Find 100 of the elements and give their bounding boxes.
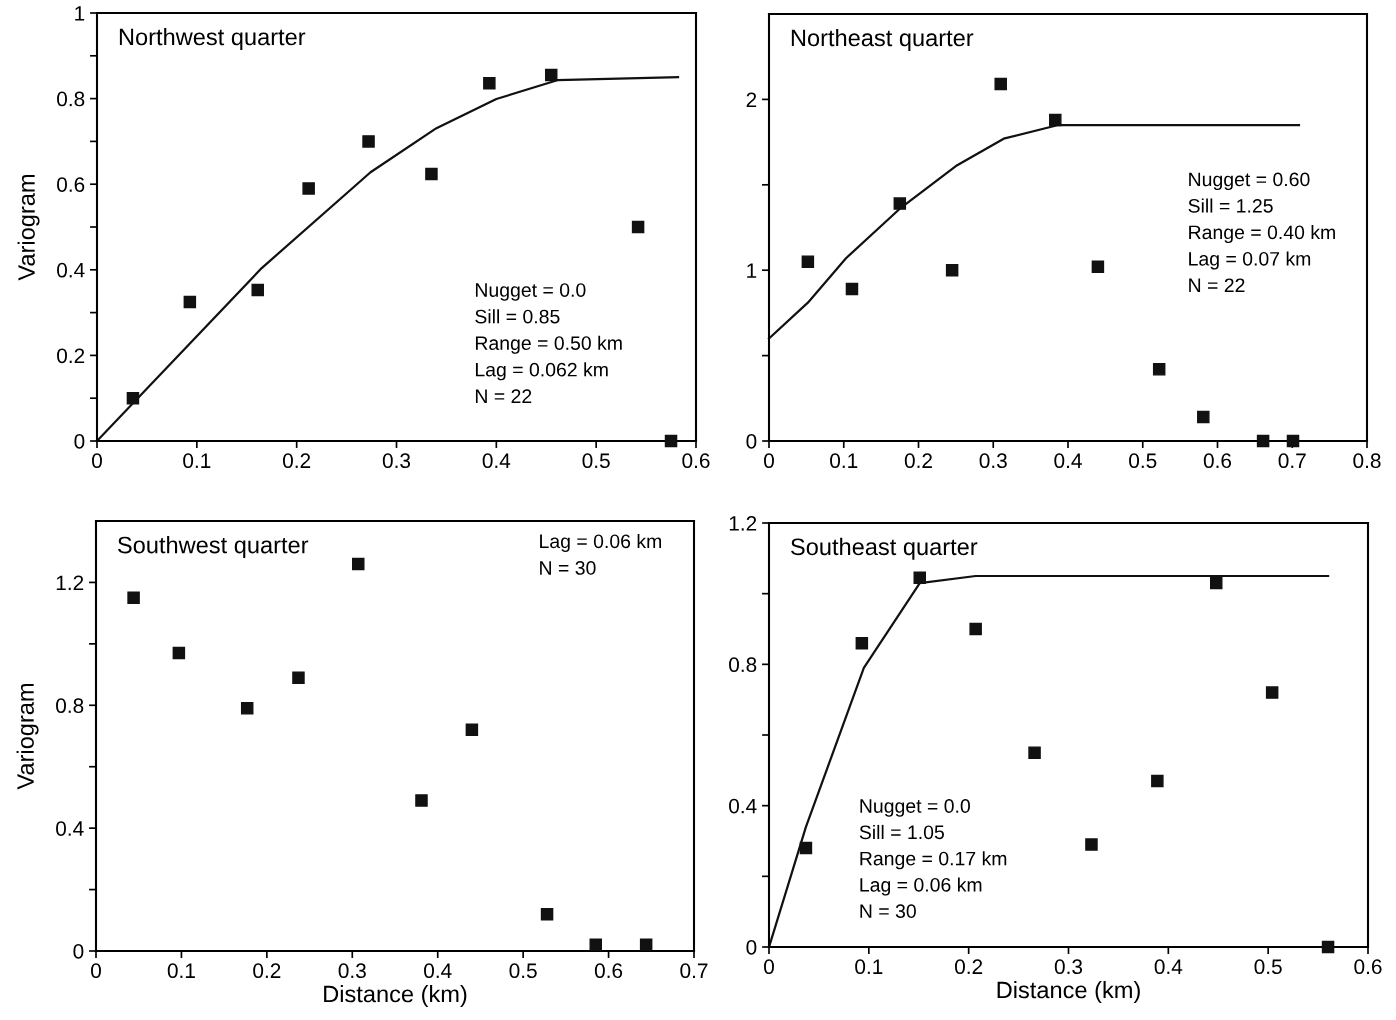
point xyxy=(855,636,869,650)
point xyxy=(362,135,375,148)
annotation: N = 30 xyxy=(860,904,916,919)
y-tick-label: 0.4 xyxy=(729,798,757,814)
point xyxy=(913,571,926,585)
x-tick-label: 0.5 xyxy=(509,963,537,979)
y-tick-label: 0 xyxy=(74,434,85,449)
y-tick-label: 2 xyxy=(746,92,757,107)
point xyxy=(425,167,438,181)
annotation: Sill = 1.05 xyxy=(859,824,944,840)
y-tick-label: 0.6 xyxy=(57,177,85,192)
point xyxy=(945,263,959,277)
y-tick-label: 0 xyxy=(746,940,757,955)
point xyxy=(799,841,813,855)
y-tick-label: 1 xyxy=(75,6,85,21)
x-tick-label: 0 xyxy=(92,453,102,469)
point xyxy=(1091,260,1105,274)
point xyxy=(1028,746,1041,759)
x-tick-label: 0.4 xyxy=(482,453,511,469)
y-tick-label: 0.8 xyxy=(729,657,757,673)
annotation: Nugget = 0.60 xyxy=(1189,172,1310,191)
x-tick-label: 0.5 xyxy=(582,453,610,469)
x-tick-label: 0.1 xyxy=(830,453,858,469)
annotation: Sill = 0.85 xyxy=(475,309,560,324)
point xyxy=(801,255,815,268)
point xyxy=(465,723,479,737)
y-tick-label: 0 xyxy=(73,944,84,959)
x-tick-label: 0.7 xyxy=(680,963,708,979)
x-tick-label: 0.3 xyxy=(1054,959,1083,975)
point xyxy=(1286,434,1300,448)
y-tick-label: 0.8 xyxy=(56,698,84,714)
point xyxy=(1321,940,1335,954)
point xyxy=(183,295,197,309)
y-axis-title: Variogram xyxy=(17,174,40,281)
y-tick-label: 1.2 xyxy=(56,575,84,590)
point xyxy=(251,283,264,297)
y-axis-title: Variogram xyxy=(16,683,39,790)
point xyxy=(240,702,254,715)
x-axis-title: Distance (km) xyxy=(324,985,467,1007)
x-tick-label: 0.8 xyxy=(1353,453,1381,469)
point xyxy=(664,434,678,448)
x-tick-label: 0 xyxy=(764,453,774,469)
point xyxy=(1085,838,1098,851)
x-tick-label: 0.2 xyxy=(283,453,311,469)
annotation: Lag = 0.06 km xyxy=(540,533,662,553)
point xyxy=(540,907,554,921)
point xyxy=(1256,434,1270,448)
point xyxy=(352,557,365,571)
annotation: Range = 0.17 km xyxy=(860,851,1007,870)
x-tick-label: 0.3 xyxy=(979,453,1007,469)
point xyxy=(1210,576,1223,590)
x-tick-label: 0.5 xyxy=(1129,453,1157,469)
x-tick-label: 0.6 xyxy=(594,963,623,979)
x-tick-label: 0.4 xyxy=(424,963,452,979)
x-axis-title: Distance (km) xyxy=(997,981,1140,1003)
y-tick-label: 0 xyxy=(746,434,757,449)
x-tick-label: 0 xyxy=(764,959,774,975)
y-tick-label: 0.2 xyxy=(57,348,85,364)
x-tick-label: 0.1 xyxy=(855,959,883,975)
point xyxy=(1152,363,1166,376)
annotation: Range = 0.40 km xyxy=(1189,224,1335,244)
annotation: Lag = 0.07 km xyxy=(1189,251,1311,270)
x-tick-label: 0.2 xyxy=(904,453,932,469)
x-tick-label: 0.6 xyxy=(1354,959,1382,975)
annotation: Range = 0.50 km xyxy=(475,335,622,354)
point xyxy=(845,282,859,296)
annotation: Lag = 0.062 km xyxy=(475,362,608,381)
point xyxy=(893,197,907,210)
x-tick-label: 0.2 xyxy=(253,963,281,979)
x-tick-label: 0.2 xyxy=(955,959,983,975)
point xyxy=(415,794,428,807)
annotation: Lag = 0.06 km xyxy=(860,877,982,896)
point xyxy=(292,671,305,684)
annotation: Sill = 1.25 xyxy=(1188,198,1273,213)
text: Southeast quarter xyxy=(791,537,978,560)
annotation: Nugget = 0.0 xyxy=(475,283,586,301)
annotation: N = 22 xyxy=(475,389,532,403)
point xyxy=(589,938,603,952)
point xyxy=(172,646,186,660)
point xyxy=(126,391,140,405)
annotation: N = 30 xyxy=(540,561,596,575)
point xyxy=(483,76,496,90)
x-tick-label: 0.4 xyxy=(1054,453,1082,469)
y-tick-label: 1.2 xyxy=(729,516,757,531)
point xyxy=(544,68,558,82)
point xyxy=(127,591,140,605)
y-tick-label: 1 xyxy=(747,263,757,278)
x-tick-label: 0.6 xyxy=(682,453,710,469)
text: Northwest quarter xyxy=(119,27,306,50)
x-tick-label: 0.3 xyxy=(382,453,411,469)
text: Southwest quarter xyxy=(118,536,309,559)
x-tick-label: 0.1 xyxy=(183,453,211,469)
y-tick-label: 0.8 xyxy=(57,91,85,107)
x-tick-label: 0.6 xyxy=(1203,453,1232,469)
point xyxy=(1049,113,1062,127)
x-tick-label: 0.5 xyxy=(1254,959,1282,975)
x-tick-label: 0.7 xyxy=(1278,453,1306,469)
x-tick-label: 0.3 xyxy=(338,963,366,979)
annotation: Nugget = 0.0 xyxy=(860,799,970,817)
point xyxy=(994,77,1007,91)
